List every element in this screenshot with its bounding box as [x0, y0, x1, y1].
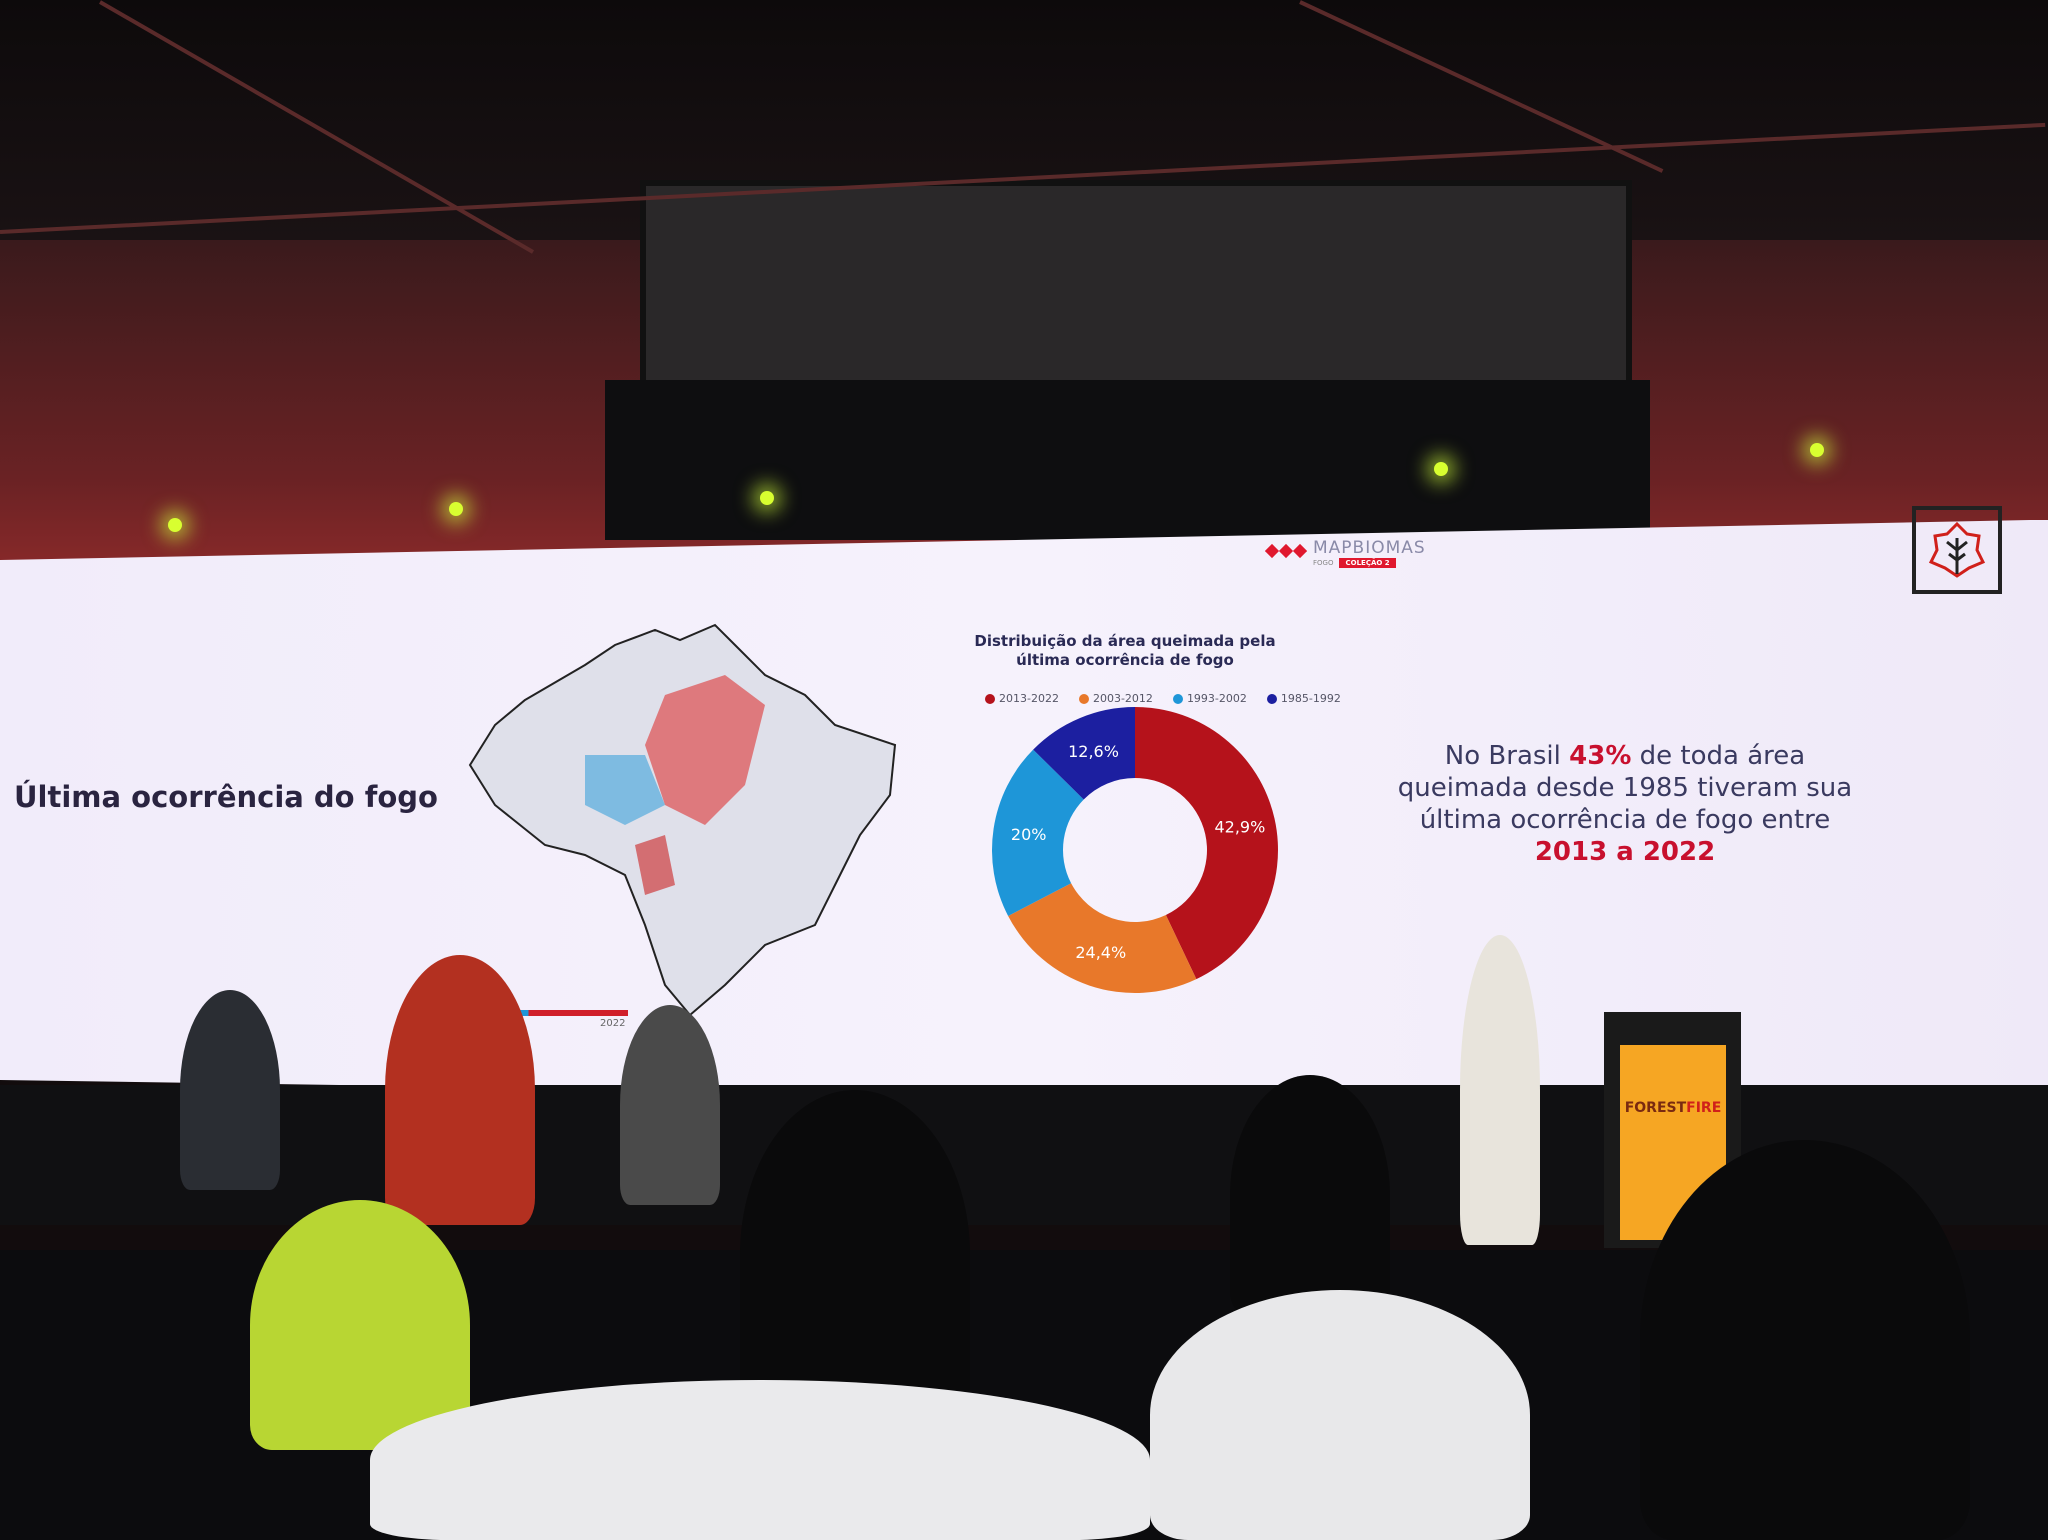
brazil-fire-map	[468, 623, 897, 1017]
chart-legend: 2013-2022 2003-2012 1993-2002 1985-1992	[985, 692, 1341, 705]
audience-member-shirt	[1150, 1290, 1530, 1540]
stat-line: queimada desde 1985 tiveram sua	[1397, 773, 1853, 803]
mapbiomas-logo: MAPBIOMAS FOGO COLEÇÃO 2	[1265, 538, 1426, 568]
brand-part: FIRE	[1686, 1100, 1722, 1116]
slice-label: 24,4%	[1075, 943, 1126, 962]
stage-light	[1434, 462, 1448, 476]
chart-title: Distribuição da área queimada pela últim…	[974, 632, 1276, 669]
stat-highlight: 2013 a 2022	[1534, 837, 1716, 867]
audience-member-vest	[250, 1200, 470, 1450]
donut-chart: 42,9% 24,4% 20% 12,6%	[992, 707, 1278, 993]
speaker	[1460, 935, 1540, 1245]
timeline-year: 2022	[600, 1018, 626, 1029]
audience-member	[1230, 1075, 1390, 1315]
burning-tree-icon	[1928, 521, 1986, 578]
donut-slice-1993-2002	[992, 749, 1084, 916]
podium-brand: FORESTFIRE	[1620, 1100, 1726, 1116]
legend-label: 2013-2022	[999, 692, 1059, 705]
stat-line: de toda área	[1631, 741, 1806, 771]
panelist	[620, 1005, 720, 1205]
slide-title: Última ocorrência do fogo	[14, 780, 438, 814]
donut-slice-2003-2012	[1008, 883, 1197, 993]
timeline-bar	[486, 1010, 628, 1016]
legend-label: 1993-2002	[1186, 692, 1247, 705]
stage-light	[449, 502, 463, 516]
forest-fire-logo	[1912, 506, 2002, 594]
balcony	[605, 380, 1650, 540]
stat-highlight: 43%	[1569, 741, 1632, 771]
audience-member	[1640, 1140, 1970, 1540]
stage-light	[760, 491, 774, 505]
legend-swatch	[1078, 693, 1089, 704]
audience-member-shirt	[370, 1380, 1150, 1540]
logo-tag: COLEÇÃO 2	[1339, 558, 1396, 568]
legend-item: 1985-1992	[1266, 692, 1341, 705]
slice-label: 12,6%	[1068, 742, 1119, 761]
legend-item: 1993-2002	[1172, 692, 1247, 705]
slice-label: 42,9%	[1214, 817, 1265, 836]
legend-swatch	[1172, 693, 1183, 704]
logo-name: MAPBIOMAS	[1313, 538, 1426, 558]
stage-light	[168, 518, 182, 532]
legend-swatch	[1266, 693, 1277, 704]
legend-swatch	[985, 693, 995, 704]
slice-label: 20%	[1011, 825, 1047, 844]
legend-item: 2013-2022	[985, 692, 1059, 705]
stage-light	[1810, 443, 1824, 457]
donut-slice-1985-1992	[1033, 707, 1135, 800]
stat-line: No Brasil	[1444, 741, 1570, 771]
donut-slice-2013-2022	[1135, 707, 1278, 980]
stat-line: última ocorrência de fogo entre	[1419, 805, 1831, 835]
audience-member	[740, 1090, 970, 1420]
legend-label: 1985-1992	[1280, 692, 1341, 705]
legend-label: 2003-2012	[1092, 692, 1153, 705]
brand-part: FOREST	[1624, 1100, 1687, 1116]
stat-text: No Brasil 43% de toda área queimada desd…	[1360, 740, 1890, 868]
camera-operator	[385, 955, 535, 1225]
panelist	[180, 990, 280, 1190]
logo-sub: FOGO	[1313, 559, 1334, 567]
legend-item: 2003-2012	[1078, 692, 1153, 705]
mapbiomas-mark-icon	[1265, 543, 1307, 559]
